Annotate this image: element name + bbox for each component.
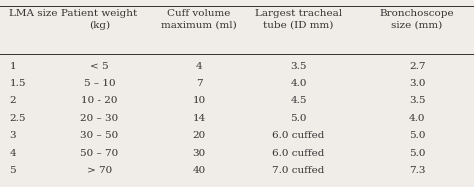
Text: 2: 2 (9, 96, 16, 105)
Text: 10 - 20: 10 - 20 (81, 96, 118, 105)
Text: Largest tracheal
tube (ID mm): Largest tracheal tube (ID mm) (255, 9, 342, 30)
Text: Cuff volume
maximum (ml): Cuff volume maximum (ml) (161, 9, 237, 30)
Text: 7.0 cuffed: 7.0 cuffed (273, 166, 325, 175)
Text: 20: 20 (192, 131, 206, 140)
Text: 1.5: 1.5 (9, 79, 26, 88)
Text: 20 – 30: 20 – 30 (81, 114, 118, 123)
Text: 3: 3 (9, 131, 16, 140)
Text: 40: 40 (192, 166, 206, 175)
Text: 14: 14 (192, 114, 206, 123)
Text: 1: 1 (9, 62, 16, 71)
Text: 6.0 cuffed: 6.0 cuffed (273, 131, 325, 140)
Text: 2.7: 2.7 (409, 62, 425, 71)
Text: LMA size: LMA size (9, 9, 58, 18)
Text: 4.5: 4.5 (291, 96, 307, 105)
Text: Patient weight
(kg): Patient weight (kg) (62, 9, 137, 30)
Text: 5.0: 5.0 (291, 114, 307, 123)
Text: 2.5: 2.5 (9, 114, 26, 123)
Text: 3.5: 3.5 (291, 62, 307, 71)
Text: 6.0 cuffed: 6.0 cuffed (273, 149, 325, 158)
Text: > 70: > 70 (87, 166, 112, 175)
Text: 5.0: 5.0 (409, 149, 425, 158)
Text: 5.0: 5.0 (409, 131, 425, 140)
Text: 3.5: 3.5 (409, 96, 425, 105)
Text: 4: 4 (196, 62, 202, 71)
Text: 4.0: 4.0 (291, 79, 307, 88)
Text: 30: 30 (192, 149, 206, 158)
Text: 50 – 70: 50 – 70 (81, 149, 118, 158)
Text: 7: 7 (196, 79, 202, 88)
Text: 4.0: 4.0 (409, 114, 425, 123)
Text: 5: 5 (9, 166, 16, 175)
Text: 10: 10 (192, 96, 206, 105)
Text: 3.0: 3.0 (409, 79, 425, 88)
Text: < 5: < 5 (90, 62, 109, 71)
Text: 5 – 10: 5 – 10 (84, 79, 115, 88)
Text: 7.3: 7.3 (409, 166, 425, 175)
Text: Bronchoscope
size (mm): Bronchoscope size (mm) (380, 9, 455, 30)
Text: 4: 4 (9, 149, 16, 158)
Text: 30 – 50: 30 – 50 (81, 131, 118, 140)
